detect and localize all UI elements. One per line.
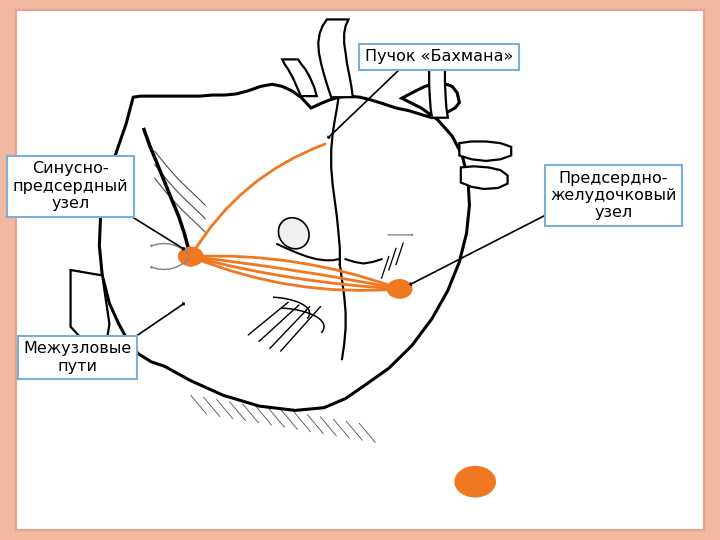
- Text: Предсердно-
желудочковый
узел: Предсердно- желудочковый узел: [550, 171, 677, 220]
- Circle shape: [455, 467, 495, 497]
- Circle shape: [387, 280, 412, 298]
- Polygon shape: [459, 141, 511, 161]
- Text: Синусно-
предсердный
узел: Синусно- предсердный узел: [13, 161, 128, 211]
- Polygon shape: [318, 19, 353, 97]
- Polygon shape: [461, 166, 508, 189]
- Polygon shape: [429, 60, 448, 118]
- Polygon shape: [282, 59, 317, 96]
- Text: Межузловые
пути: Межузловые пути: [24, 341, 132, 374]
- Ellipse shape: [279, 218, 309, 249]
- Polygon shape: [99, 84, 469, 410]
- Circle shape: [179, 247, 203, 266]
- Polygon shape: [71, 270, 109, 354]
- Text: Пучок «Бахмана»: Пучок «Бахмана»: [365, 49, 513, 64]
